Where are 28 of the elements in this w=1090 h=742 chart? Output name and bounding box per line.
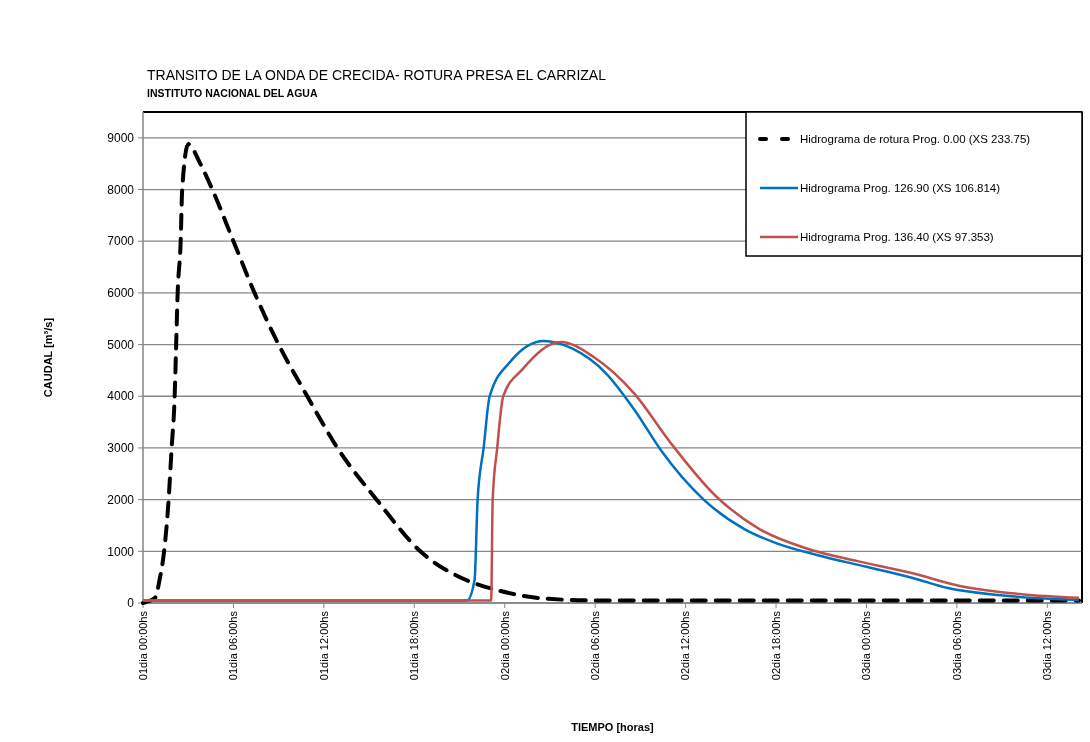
y-tick-label: 9000 — [107, 131, 135, 146]
legend-label: Hidrograma de rotura Prog. 0.00 (XS 233.75) — [800, 133, 1031, 146]
x-tick-label: 01dia 18:00hs — [408, 610, 421, 681]
y-tick-label: 8000 — [107, 182, 135, 197]
y-tick-label: 7000 — [107, 234, 135, 249]
y-tick-label: 0 — [127, 596, 135, 611]
x-tick-label: 01dia 12:00hs — [317, 610, 330, 681]
chart-subtitle: INSTITUTO NACIONAL DEL AGUA — [147, 87, 318, 99]
legend-label: Hidrograma Prog. 136.40 (XS 97.353) — [800, 231, 994, 244]
x-tick-label: 02dia 00:00hs — [498, 610, 511, 681]
x-tick-label: 01dia 00:00hs — [136, 610, 149, 681]
y-tick-label: 6000 — [107, 286, 135, 301]
legend-label: Hidrograma Prog. 126.90 (XS 106.814) — [800, 182, 1001, 195]
y-tick-label: 1000 — [107, 544, 135, 559]
x-tick-label: 03dia 12:00hs — [1041, 610, 1054, 681]
x-axis-title: TIEMPO [horas] — [571, 721, 655, 733]
y-axis-title: CAUDAL [m³/s] — [42, 317, 54, 398]
x-tick-label: 02dia 06:00hs — [589, 610, 602, 681]
y-tick-label: 4000 — [107, 389, 135, 404]
y-tick-label: 3000 — [107, 441, 135, 456]
y-tick-label: 2000 — [107, 492, 135, 507]
x-tick-label: 03dia 06:00hs — [950, 610, 963, 681]
chart-title: TRANSITO DE LA ONDA DE CRECIDA- ROTURA PRESA EL CARRIZAL — [147, 67, 607, 83]
x-tick-label: 01dia 06:00hs — [227, 610, 240, 681]
x-tick-label: 02dia 12:00hs — [679, 610, 692, 681]
x-tick-label: 02dia 18:00hs — [769, 610, 782, 681]
y-tick-label: 5000 — [107, 337, 135, 352]
x-tick-label: 03dia 00:00hs — [860, 610, 873, 681]
